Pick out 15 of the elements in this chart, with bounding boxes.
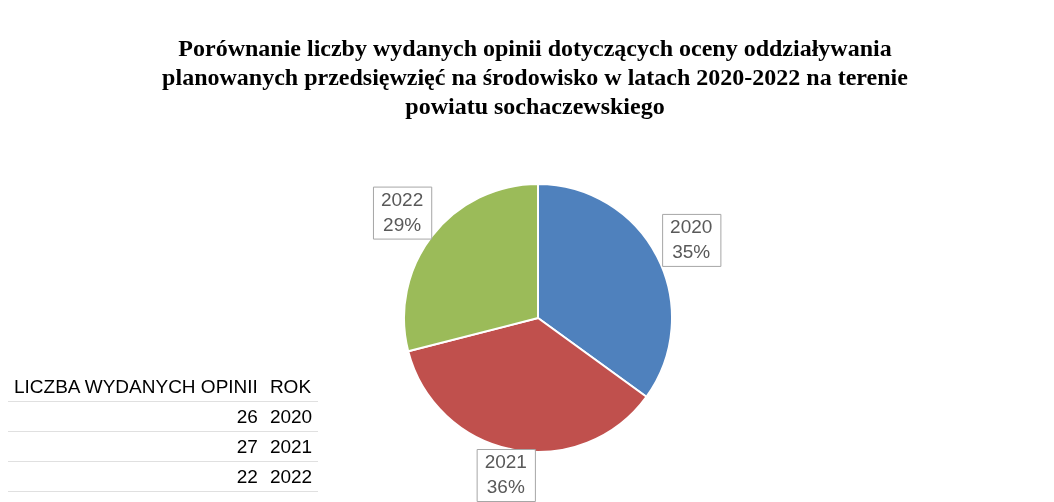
slice-label: 2022 bbox=[380, 188, 424, 210]
text: ROK bbox=[263, 372, 319, 402]
text: 2020 bbox=[263, 401, 319, 432]
chart-title: Porównanie liczby wydanych opinii dotyczących oceny oddziaływania planowanych przedsięwzięć na środowisko w latach 2020-2022 na terenie powiatu sochaczewskiego bbox=[161, 34, 909, 121]
slice-label: 2021 bbox=[263, 431, 319, 462]
text: 27 bbox=[8, 431, 264, 462]
data-label: 29% bbox=[383, 213, 422, 235]
data-label: 35% bbox=[672, 241, 711, 263]
slice-label: 2021 bbox=[484, 451, 527, 473]
slice-label: 2020 bbox=[670, 216, 713, 238]
text: 22 bbox=[8, 461, 264, 492]
text: 26 bbox=[8, 401, 264, 432]
data-label: 36% bbox=[486, 476, 525, 498]
text: 2022 bbox=[263, 461, 319, 492]
text: LICZBA WYDANYCH OPINII bbox=[8, 372, 264, 402]
